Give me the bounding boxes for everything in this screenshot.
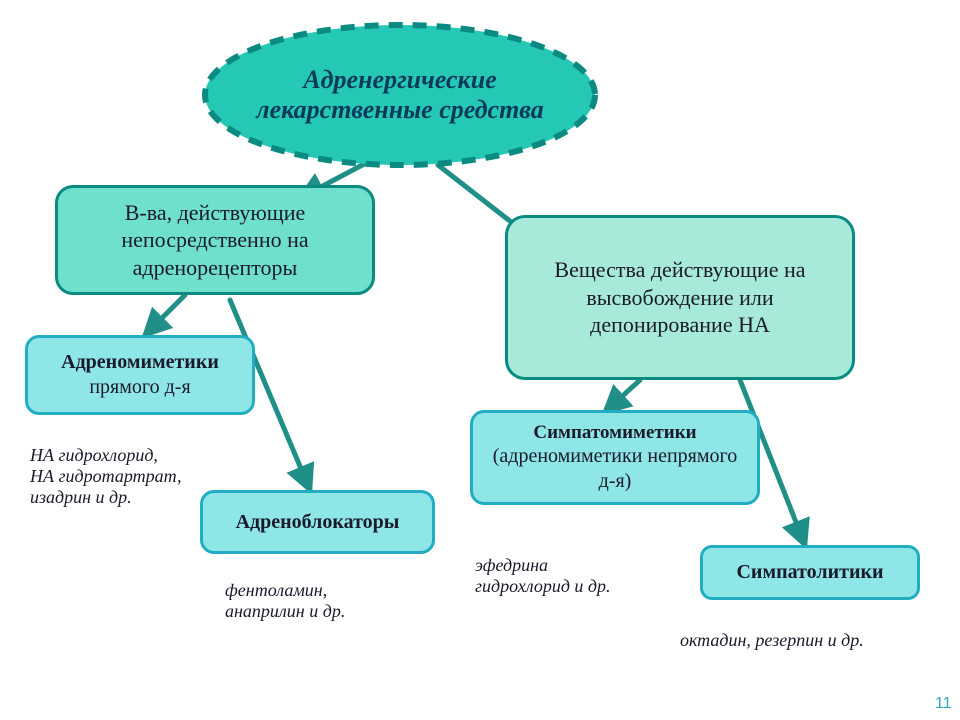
adrenoblockers-title: Адреноблокаторы	[236, 510, 400, 535]
title-line2: лекарственные средства	[256, 95, 544, 125]
title-text: Адренергические лекарственные средства	[205, 25, 595, 165]
note-adrenoblockers-examples: фентоламин, анаприлин и др.	[225, 580, 345, 622]
page-number: 11	[935, 695, 952, 713]
sympathomimetics-title: Симпатомиметики	[483, 421, 747, 445]
sympathomimetics-subtitle: (адреномиметики непрямого д-я)	[483, 444, 747, 494]
adrenomimetics-subtitle: прямого д-я	[61, 375, 219, 400]
note-sympatholytics-examples: октадин, резерпин и др.	[680, 630, 864, 651]
diagram-stage: Адренергические лекарственные средства В…	[0, 0, 960, 720]
node-adrenoblockers: Адреноблокаторы	[200, 490, 435, 554]
note-sympathomimetics-examples: эфедрина гидрохлорид и др.	[475, 555, 611, 597]
title-line1: Адренергические	[256, 65, 544, 95]
node-direct-acting-label: В-ва, действующие непосредственно на адр…	[68, 199, 362, 282]
node-direct-acting: В-ва, действующие непосредственно на адр…	[55, 185, 375, 295]
adrenomimetics-title: Адреномиметики	[61, 350, 219, 375]
node-sympathomimetics: Симпатомиметики (адреномиметики непрямог…	[470, 410, 760, 505]
sympatholytics-title: Симпатолитики	[736, 560, 883, 585]
node-adrenomimetics: Адреномиметики прямого д-я	[25, 335, 255, 415]
node-release-deposit-label: Вещества действующие на высвобождение ил…	[518, 256, 842, 339]
node-release-deposit: Вещества действующие на высвобождение ил…	[505, 215, 855, 380]
node-sympatholytics: Симпатолитики	[700, 545, 920, 600]
note-adrenomimetics-examples: НА гидрохлорид, НА гидротартрат, изадрин…	[30, 445, 182, 508]
